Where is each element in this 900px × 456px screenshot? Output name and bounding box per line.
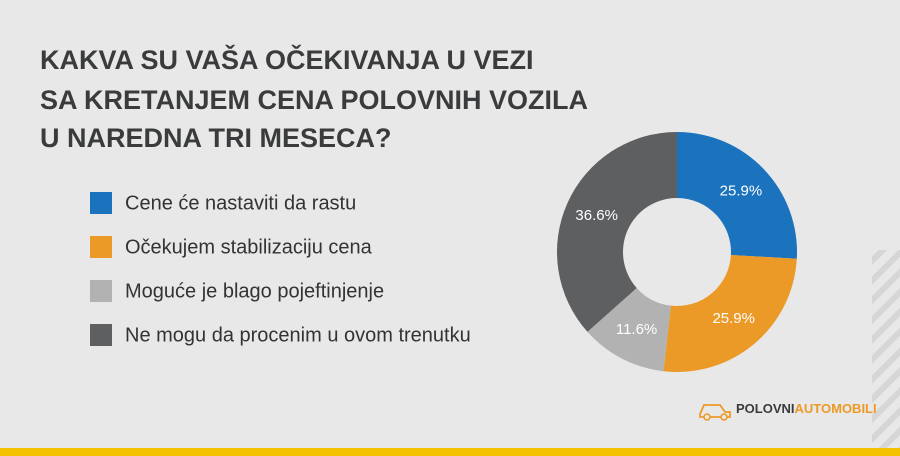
- legend-swatch: [90, 236, 112, 258]
- logo-part: AUTOMOBILI: [795, 401, 877, 416]
- logo: POLOVNIAUTOMOBILI: [699, 401, 877, 421]
- legend-label: Moguće je blago pojeftinjenje: [125, 280, 384, 302]
- logo-part: POLOVNI: [736, 401, 795, 416]
- legend-swatch: [90, 280, 112, 302]
- bottom-bar: [0, 448, 900, 456]
- donut-slice: [663, 255, 797, 373]
- donut-slice: [587, 287, 671, 372]
- logo-text: POLOVNIAUTOMOBILI: [736, 401, 877, 416]
- value-label: 25.9%: [712, 310, 755, 327]
- legend-swatch: [90, 324, 112, 346]
- value-label: 11.6%: [616, 321, 657, 338]
- value-label: 36.6%: [575, 207, 618, 224]
- logo-icon: [720, 413, 728, 421]
- legend-label: Očekujem stabilizaciju cena: [125, 236, 373, 258]
- legend-label: Ne mogu da procenim u ovom trenutku: [125, 324, 471, 346]
- chart-title: KAKVA SU VAŠA OČEKIVANJA U VEZI: [40, 44, 534, 75]
- logo-icon: [703, 413, 711, 421]
- legend-label: Cene će nastaviti da rastu: [125, 192, 356, 214]
- donut-slice: [557, 132, 677, 332]
- donut-slice: [677, 132, 797, 259]
- decoration: [872, 250, 900, 448]
- chart-title: SA KRETANJEM CENA POLOVNIH VOZILA: [40, 85, 588, 115]
- value-label: 25.9%: [720, 183, 763, 200]
- legend-swatch: [90, 192, 112, 214]
- chart-title: U NAREDNA TRI MESECA?: [40, 123, 392, 153]
